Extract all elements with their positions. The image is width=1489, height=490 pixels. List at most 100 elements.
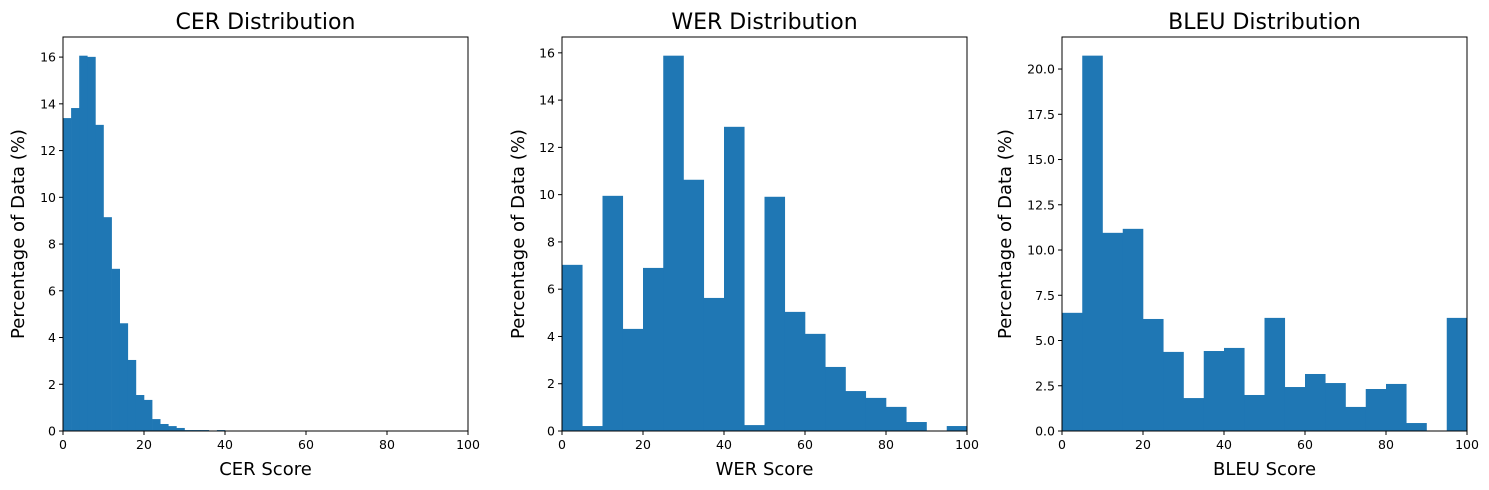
x-tick-label: 60	[1297, 437, 1313, 452]
histogram-bar	[168, 426, 177, 431]
histogram-bar	[582, 426, 603, 431]
y-tick-label: 10	[40, 190, 56, 205]
chart-title: WER Distribution	[671, 10, 857, 35]
cer-histogram: CER Distribution CER Score Percentage of…	[8, 10, 480, 480]
x-tick-label: 60	[797, 437, 813, 452]
y-tick-label: 17.5	[1027, 107, 1055, 122]
histogram-bar	[886, 406, 907, 431]
histogram-bar	[703, 297, 725, 431]
histogram-bar	[764, 196, 786, 431]
axes-frame	[1061, 36, 1468, 432]
histogram-bar	[1406, 423, 1427, 431]
histogram-bar	[1284, 387, 1306, 431]
x-axis-label: CER Score	[219, 459, 312, 480]
histogram-bar	[1386, 383, 1407, 431]
histogram-bar	[946, 426, 968, 431]
y-tick-label: 8	[547, 234, 555, 249]
histogram-bar	[602, 195, 624, 431]
histogram-bar	[1264, 317, 1286, 431]
histogram-bar	[152, 419, 161, 431]
x-tick-label: 80	[878, 437, 894, 452]
x-tick-label: 20	[136, 437, 152, 452]
x-tick-label: 0	[59, 437, 67, 452]
x-tick-label: 0	[1058, 437, 1066, 452]
histogram-bar	[79, 55, 88, 432]
histogram-bar	[111, 268, 120, 431]
histogram-bar	[1305, 373, 1326, 431]
x-tick-label: 60	[298, 437, 314, 452]
histogram-bar	[1345, 406, 1367, 431]
histogram-bar	[71, 108, 80, 432]
y-tick-label: 14	[539, 93, 555, 108]
y-tick-label: 12	[40, 143, 56, 158]
histogram-bar	[1365, 389, 1387, 431]
y-tick-label: 2	[48, 377, 56, 392]
y-tick-label: 12.5	[1027, 197, 1055, 212]
x-axis-label: BLEU Score	[1213, 459, 1316, 480]
histogram-bar	[1325, 383, 1346, 431]
histogram-bar	[1446, 317, 1468, 431]
y-tick-label: 4	[48, 330, 56, 345]
histogram-bar	[805, 333, 826, 431]
y-tick-label: 10.0	[1027, 243, 1055, 258]
x-tick-label: 100	[456, 437, 480, 452]
y-tick-label: 2	[547, 376, 555, 391]
histogram-bar	[906, 422, 927, 431]
wer-histogram: WER Distribution WER Score Percentage of…	[508, 10, 979, 480]
histogram-bar	[1082, 55, 1103, 432]
x-tick-label: 100	[1455, 437, 1479, 452]
y-tick-label: 4	[547, 329, 555, 344]
histogram-bar	[127, 359, 137, 431]
y-tick-label: 16	[539, 45, 555, 60]
histogram-bar	[622, 328, 644, 431]
x-tick-label: 80	[379, 437, 395, 452]
y-axis-label: Percentage of Data (%)	[995, 129, 1016, 339]
x-tick-label: 80	[1378, 437, 1394, 452]
x-tick-label: 20	[1135, 437, 1151, 452]
histogram-bar	[1183, 398, 1205, 431]
y-tick-label: 0	[547, 424, 555, 439]
histogram-bar	[562, 264, 583, 431]
histogram-bar	[119, 323, 129, 431]
x-axis-label: WER Score	[716, 459, 814, 480]
x-tick-label: 20	[635, 437, 651, 452]
histogram-bar	[87, 56, 96, 431]
y-tick-label: 2.5	[1035, 378, 1055, 393]
histogram-bar	[825, 366, 846, 431]
histogram-bar	[135, 395, 145, 431]
x-tick-label: 40	[217, 437, 233, 452]
histogram-bar	[643, 267, 664, 431]
y-tick-label: 6	[48, 283, 56, 298]
y-tick-label: 16	[40, 50, 56, 65]
y-tick-label: 10	[539, 187, 555, 202]
y-tick-label: 8	[48, 237, 56, 252]
histogram-bar	[724, 126, 745, 432]
y-tick-label: 14	[40, 96, 56, 111]
histogram-bar	[1163, 351, 1184, 431]
histogram-bar	[845, 391, 867, 431]
histogram-bar	[1102, 232, 1124, 431]
y-tick-label: 0.0	[1035, 424, 1055, 439]
y-tick-label: 6	[547, 282, 555, 297]
histogram-bar	[744, 425, 765, 431]
axes-frame	[561, 36, 968, 432]
histogram-bar	[1143, 318, 1164, 431]
bleu-histogram: BLEU Distribution BLEU Score Percentage …	[995, 10, 1479, 480]
y-axis-label: Percentage of Data (%)	[508, 129, 529, 339]
histogram-bar	[1062, 312, 1083, 431]
histogram-bar	[1203, 351, 1225, 431]
x-tick-label: 40	[1216, 437, 1232, 452]
histogram-bar	[1224, 347, 1245, 431]
histogram-bar	[1122, 228, 1144, 431]
histogram-bar	[63, 118, 72, 432]
x-tick-label: 100	[955, 437, 979, 452]
histogram-bar	[160, 423, 169, 431]
axes-frame	[62, 36, 469, 432]
histogram-bar	[176, 427, 185, 431]
histogram-bar	[683, 179, 705, 431]
y-tick-label: 7.5	[1035, 288, 1055, 303]
histogram-bar	[784, 311, 806, 431]
histogram-bar	[95, 124, 104, 432]
x-tick-label: 40	[716, 437, 732, 452]
